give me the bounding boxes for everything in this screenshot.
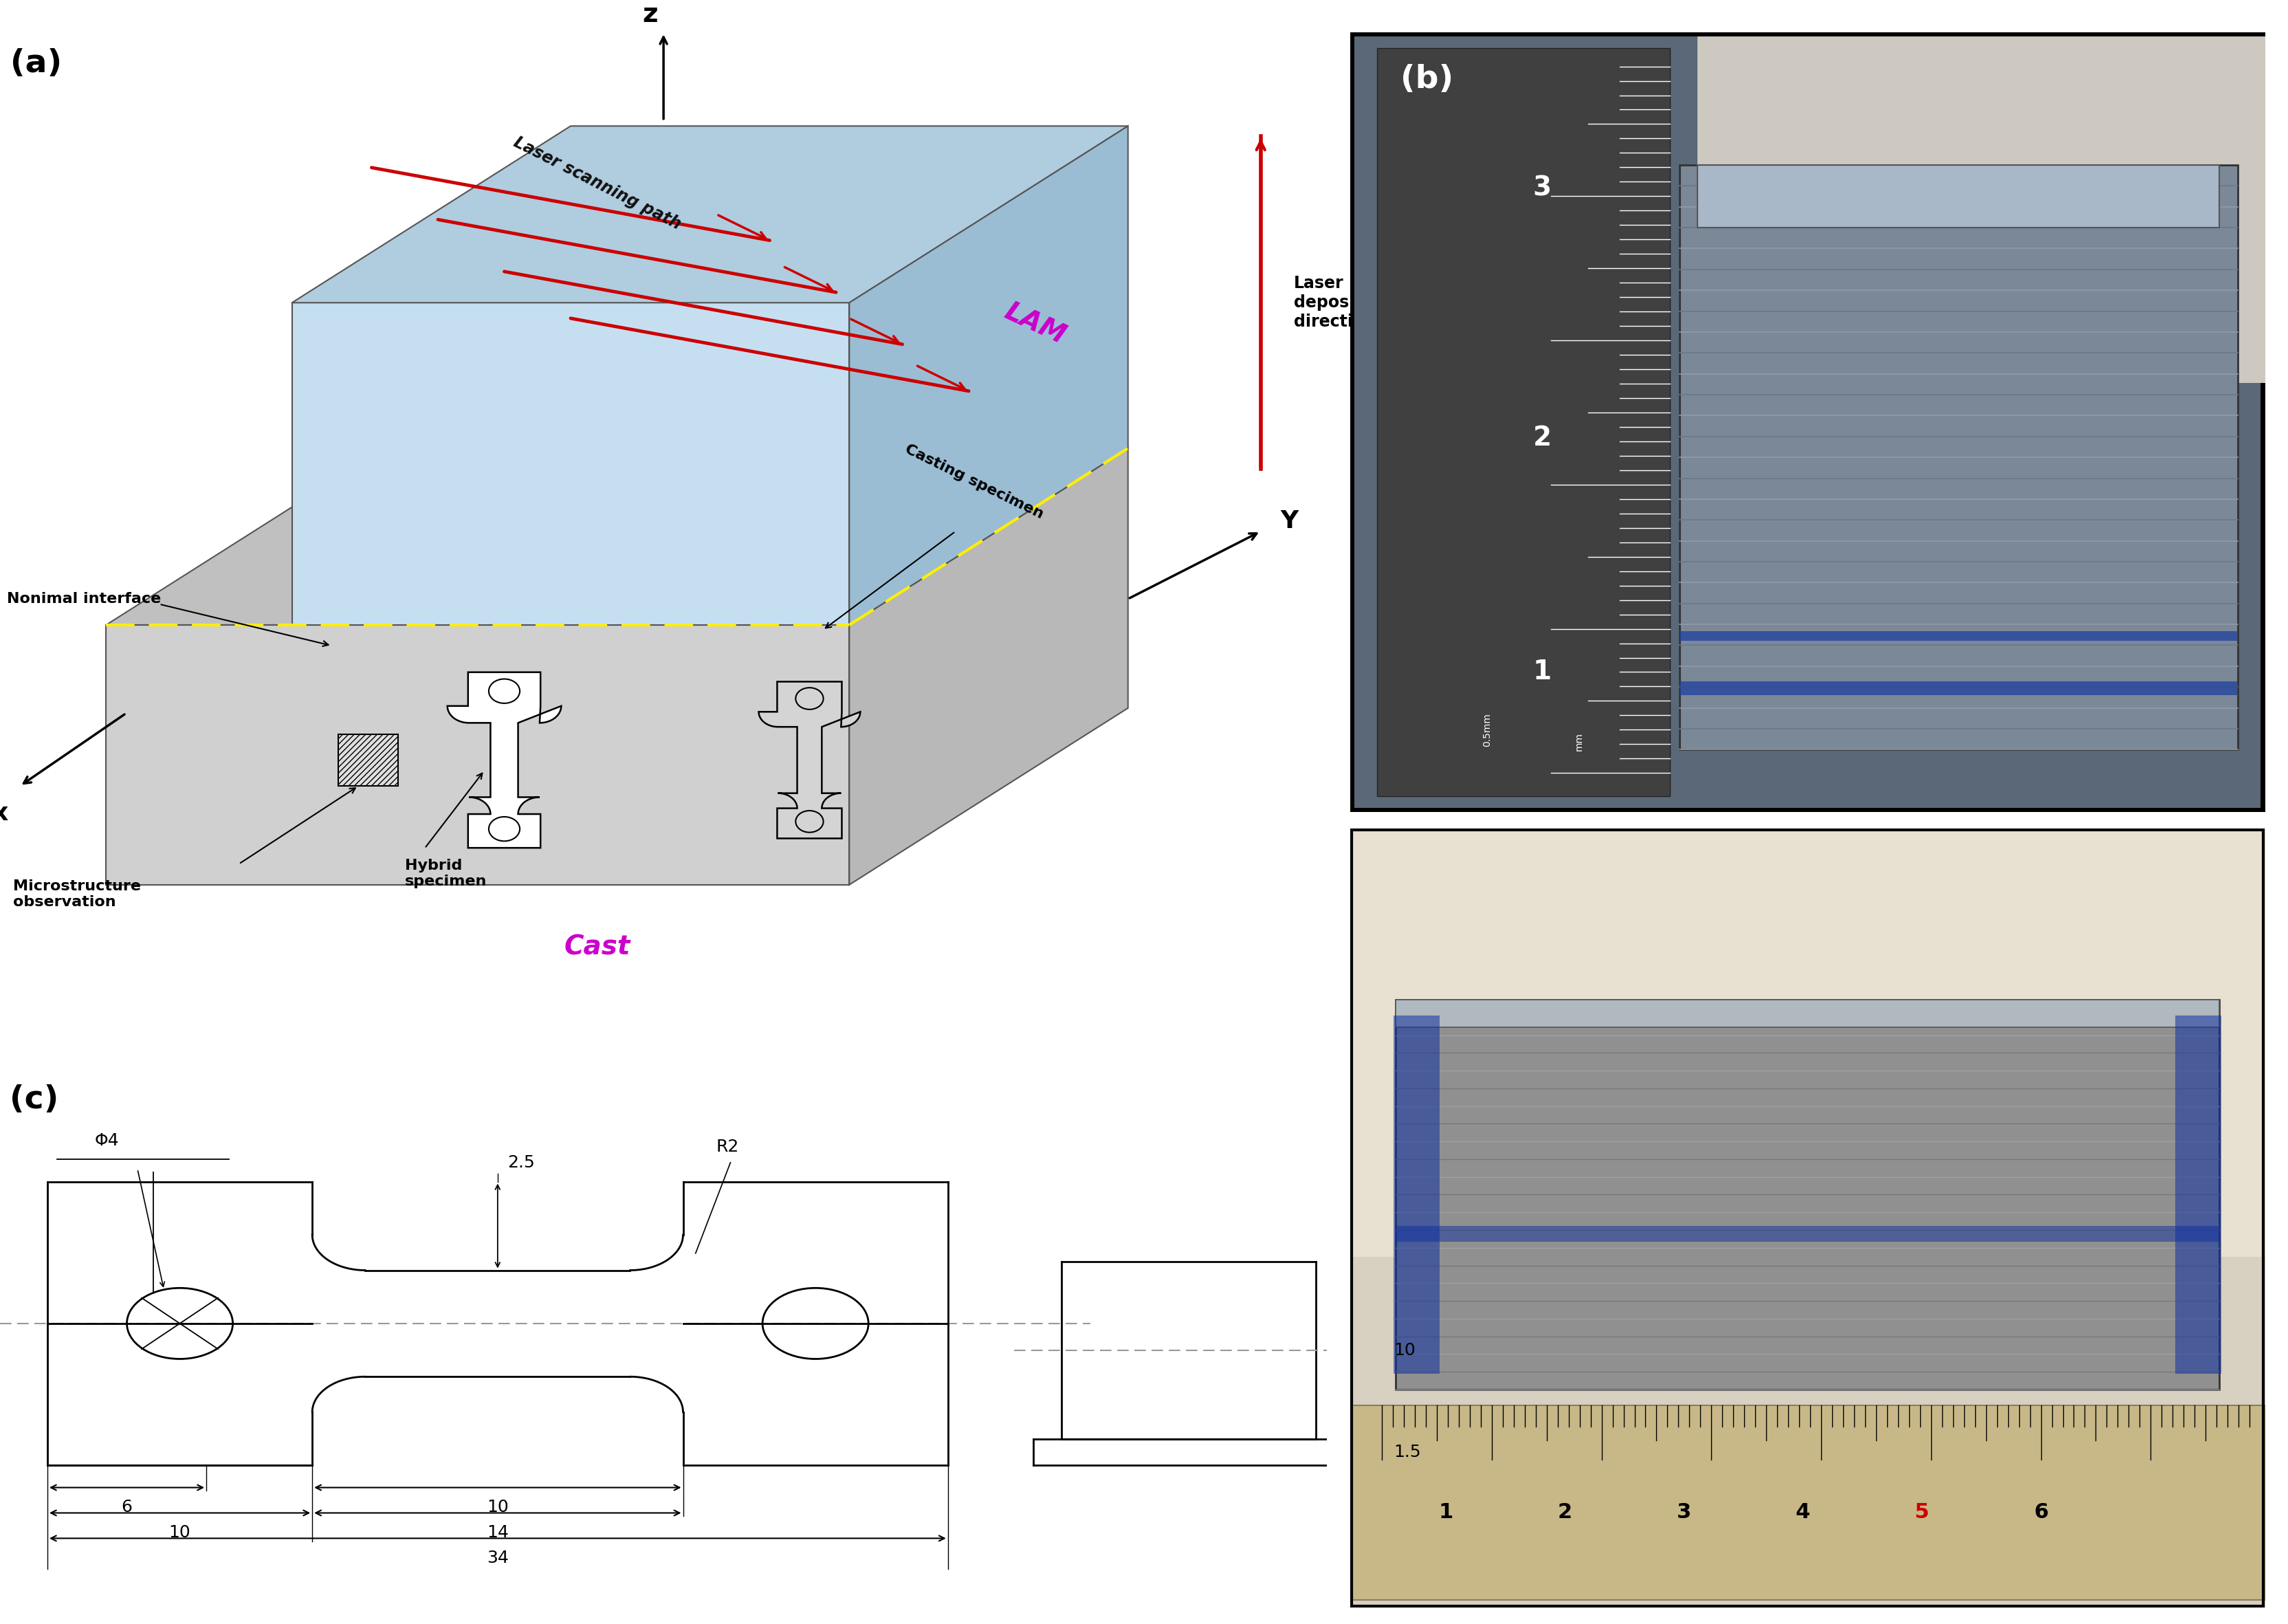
Text: 2.5: 2.5	[508, 1155, 535, 1171]
Text: 3: 3	[1533, 175, 1551, 201]
Polygon shape	[1698, 36, 2265, 383]
Text: R2: R2	[716, 1138, 739, 1155]
Text: 1: 1	[1439, 1502, 1453, 1522]
Polygon shape	[293, 127, 1128, 302]
Bar	[339, 734, 398, 786]
Text: 4: 4	[1796, 1502, 1810, 1522]
Text: 5: 5	[1915, 1502, 1929, 1522]
Text: Laser scanning path: Laser scanning path	[510, 133, 684, 232]
Text: (b): (b)	[1400, 63, 1453, 94]
Text: 1.5: 1.5	[1393, 1444, 1421, 1460]
Text: Microstructure
observation: Microstructure observation	[14, 880, 142, 909]
Text: z: z	[643, 2, 659, 28]
Text: Hybrid
specimen: Hybrid specimen	[405, 859, 487, 888]
Text: Nonimal interface: Nonimal interface	[7, 593, 160, 606]
Text: 14: 14	[487, 1525, 508, 1541]
Text: (c): (c)	[9, 1085, 59, 1116]
Text: 10: 10	[487, 1499, 508, 1515]
Text: mm: mm	[1574, 732, 1583, 752]
Text: 6: 6	[121, 1499, 133, 1515]
Bar	[1350, 1405, 2265, 1600]
Text: (a): (a)	[11, 49, 62, 80]
Text: 34: 34	[487, 1549, 508, 1566]
Text: LAM: LAM	[1000, 299, 1071, 349]
Text: 2: 2	[1558, 1502, 1572, 1522]
Text: x: x	[0, 802, 7, 825]
Bar	[2176, 1015, 2222, 1374]
Bar	[1679, 680, 2238, 695]
Polygon shape	[849, 127, 1128, 625]
Bar	[1679, 166, 2238, 750]
Bar	[1396, 1226, 2219, 1241]
Bar	[1396, 1000, 2219, 1026]
Bar	[1396, 1000, 2219, 1390]
Bar	[1350, 828, 2265, 1257]
Text: 6: 6	[2034, 1502, 2048, 1522]
Polygon shape	[760, 682, 860, 838]
Bar	[1679, 632, 2238, 640]
Text: 1: 1	[1533, 659, 1551, 685]
Bar	[1393, 1015, 1439, 1374]
Text: Y: Y	[1281, 510, 1300, 533]
Polygon shape	[849, 448, 1128, 885]
Text: 3: 3	[1677, 1502, 1691, 1522]
Polygon shape	[448, 672, 561, 848]
Polygon shape	[105, 448, 1128, 625]
Text: Casting specimen: Casting specimen	[901, 442, 1046, 521]
Bar	[1698, 166, 2219, 227]
Text: 10: 10	[169, 1525, 190, 1541]
Text: Φ4: Φ4	[94, 1132, 119, 1148]
Bar	[1377, 49, 1670, 796]
Text: Cast: Cast	[565, 934, 629, 960]
Text: Laser
deposition
direction: Laser deposition direction	[1295, 276, 1391, 330]
Polygon shape	[293, 302, 849, 625]
Polygon shape	[105, 625, 849, 885]
Text: 10: 10	[1393, 1341, 1416, 1358]
Text: 0.5mm: 0.5mm	[1483, 713, 1492, 747]
Text: 2: 2	[1533, 425, 1551, 451]
